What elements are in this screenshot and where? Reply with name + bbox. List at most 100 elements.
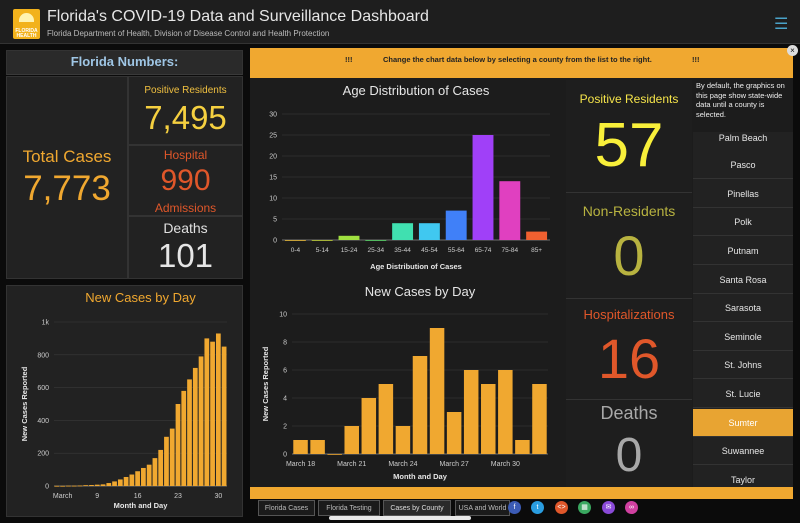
bar xyxy=(106,483,112,486)
x-tick-label: 35-44 xyxy=(394,247,411,254)
y-axis-label: New Cases Reported xyxy=(20,366,29,441)
x-tick-label: March 18 xyxy=(286,461,315,468)
tab-florida-cases[interactable]: Florida Cases xyxy=(258,500,315,516)
app-header: FLORIDA HEALTH Florida's COVID-19 Data a… xyxy=(0,0,800,44)
bar xyxy=(192,367,198,486)
default-data-notice: By default, the graphics on this page sh… xyxy=(693,80,793,132)
county-list[interactable]: Palm Beach Pasco Pinellas Polk Putnam Sa… xyxy=(693,80,793,487)
x-tick-label: 5-14 xyxy=(316,247,329,254)
county-positive-residents-value: 57 xyxy=(594,111,664,180)
x-tick-label: 75-84 xyxy=(501,247,518,254)
bar xyxy=(515,440,530,454)
bar xyxy=(164,436,169,486)
hamburger-menu-icon[interactable]: ☰ xyxy=(774,16,789,33)
y-tick-label: 0 xyxy=(45,484,49,491)
x-tick-label: 85+ xyxy=(531,247,542,254)
y-tick-label: 800 xyxy=(37,352,49,359)
county-new-cases-chart: New Cases by Day 0 2 4 6 8 10 March 18 March 21 M… xyxy=(261,284,548,481)
county-deaths-card: Deaths 0 xyxy=(566,400,692,487)
county-item[interactable]: Santa Rosa xyxy=(693,266,793,294)
close-icon[interactable]: × xyxy=(787,45,798,56)
county-item[interactable]: St. Johns xyxy=(693,351,793,379)
x-axis-label: Month and Day xyxy=(393,472,448,481)
positive-residents-cell: Positive Residents 7,495 xyxy=(128,76,243,145)
bar xyxy=(499,181,521,240)
florida-health-logo[interactable]: FLORIDA HEALTH xyxy=(13,9,40,39)
y-tick-label: 15 xyxy=(269,175,277,182)
twitter-icon[interactable]: t xyxy=(531,501,544,514)
tab-cases-by-county[interactable]: Cases by County xyxy=(383,500,451,516)
county-item[interactable]: Polk xyxy=(693,208,793,236)
instruction-banner: !!! Change the chart data below by selec… xyxy=(250,48,793,78)
footer-accent-strip xyxy=(250,487,793,499)
bar xyxy=(412,356,428,454)
bar xyxy=(204,338,210,486)
bar xyxy=(83,485,89,486)
facebook-icon[interactable]: f xyxy=(508,501,521,514)
bar xyxy=(526,231,548,240)
bar xyxy=(117,479,123,486)
x-axis-label: Age Distribution of Cases xyxy=(370,262,462,271)
bar xyxy=(181,390,187,486)
y-tick-label: 600 xyxy=(37,385,49,392)
qr-code-icon[interactable]: ▦ xyxy=(578,501,591,514)
y-tick-label: 1k xyxy=(42,320,50,327)
y-tick-label: 200 xyxy=(37,451,49,458)
x-tick-label: 23 xyxy=(174,493,182,500)
y-tick-label: 5 xyxy=(273,217,277,224)
total-cases-cell: Total Cases 7,773 xyxy=(6,76,128,279)
positive-residents-value: 7,495 xyxy=(144,99,227,136)
county-item[interactable]: Suwannee xyxy=(693,437,793,465)
county-item[interactable]: Putnam xyxy=(693,237,793,265)
county-hospitalizations-card: Hospitalizations 16 xyxy=(566,299,692,400)
y-tick-label: 30 xyxy=(269,112,277,119)
florida-numbers-heading: Florida Numbers: xyxy=(70,54,179,69)
county-non-residents-value: 0 xyxy=(613,224,645,287)
county-item[interactable]: Taylor xyxy=(693,466,793,487)
tab-usa-and-world[interactable]: USA and World xyxy=(455,500,510,516)
page-title: Florida's COVID-19 Data and Surveillance… xyxy=(47,8,429,25)
bar xyxy=(210,341,215,486)
county-hospitalizations-label: Hospitalizations xyxy=(583,307,675,322)
x-tick-label: 0-4 xyxy=(291,247,301,254)
bar xyxy=(378,384,394,454)
y-tick-label: 4 xyxy=(283,396,287,403)
deaths-label: Deaths xyxy=(163,220,208,236)
county-positive-residents-label: Positive Residents xyxy=(579,92,679,106)
bar xyxy=(310,440,325,454)
bar xyxy=(94,484,100,486)
x-tick-label: 55-64 xyxy=(448,247,465,254)
admissions-label: Admissions xyxy=(154,201,217,215)
link-icon[interactable]: ∞ xyxy=(625,501,638,514)
county-item[interactable]: St. Lucie xyxy=(693,380,793,408)
home-indicator xyxy=(329,516,471,520)
bar xyxy=(158,449,164,486)
bar xyxy=(169,428,175,486)
embed-icon[interactable]: <> xyxy=(555,501,568,514)
county-item[interactable]: Seminole xyxy=(693,323,793,351)
banner-marks-right: !!! xyxy=(692,55,700,64)
bar xyxy=(361,398,377,454)
bar xyxy=(129,474,135,486)
email-icon[interactable]: ✉ xyxy=(602,501,615,514)
x-tick-label: March 30 xyxy=(491,461,520,468)
deaths-cell: Deaths 101 xyxy=(128,216,243,279)
bar xyxy=(532,384,547,454)
tab-florida-testing[interactable]: Florida Testing xyxy=(318,500,380,516)
bar xyxy=(198,356,204,486)
y-tick-label: 0 xyxy=(283,452,287,459)
county-item[interactable]: Pinellas xyxy=(693,180,793,208)
bar xyxy=(498,370,513,454)
bar xyxy=(392,223,414,240)
bar xyxy=(141,467,146,486)
florida-numbers-panel: Total Cases 7,773 Positive Residents 7,4… xyxy=(6,76,243,279)
county-item[interactable]: Sarasota xyxy=(693,294,793,322)
bar xyxy=(463,370,479,454)
chart-title: Age Distribution of Cases xyxy=(343,83,490,98)
county-item-selected[interactable]: Sumter xyxy=(693,409,793,437)
bar xyxy=(418,223,440,240)
county-item[interactable]: Pasco xyxy=(693,151,793,179)
banner-text: Change the chart data below by selecting… xyxy=(383,55,652,64)
bar xyxy=(395,426,411,454)
florida-numbers-header: Florida Numbers: xyxy=(6,50,243,75)
